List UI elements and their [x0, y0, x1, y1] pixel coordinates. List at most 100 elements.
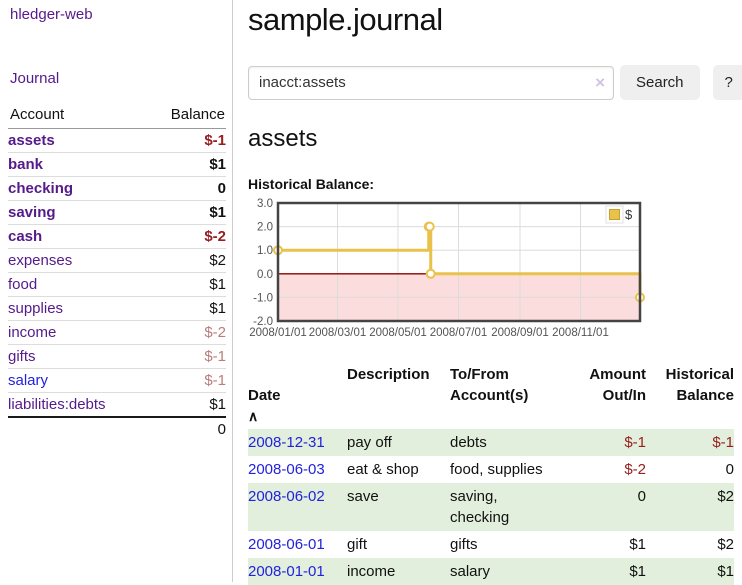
account-link-cash[interactable]: cash [8, 228, 43, 245]
account-row-assets: assets $-1 [8, 128, 226, 153]
svg-text:2008/09/01: 2008/09/01 [491, 327, 549, 339]
account-row-gifts: gifts $-1 [8, 344, 226, 369]
accounts-header-balance: Balance [145, 102, 226, 129]
account-row-liabilities-debts: liabilities:debts $1 [8, 392, 226, 418]
transaction-accounts: saving, checking [450, 488, 510, 526]
register-row: 2008-12-31 pay off debts $-1 $-1 [248, 429, 734, 456]
svg-text:0.0: 0.0 [257, 269, 273, 281]
svg-text:2008/03/01: 2008/03/01 [309, 327, 367, 339]
account-balance: $-2 [145, 320, 226, 345]
account-heading: assets [248, 125, 318, 152]
transaction-date-link[interactable]: 2008-06-03 [248, 461, 325, 478]
account-balance: $1 [145, 152, 226, 177]
sidebar: hledger-web Journal Account Balance asse… [0, 0, 233, 582]
transaction-date-link[interactable]: 2008-01-01 [248, 563, 325, 580]
account-balance: $1 [145, 296, 226, 321]
account-balance: 0 [145, 176, 226, 201]
svg-text:-1.0: -1.0 [253, 292, 273, 304]
account-balance: $-1 [145, 128, 226, 153]
main-content: sample.journal × Search ? assets Histori… [248, 0, 742, 585]
transaction-date-link[interactable]: 2008-06-01 [248, 536, 325, 553]
svg-text:2008/07/01: 2008/07/01 [430, 327, 488, 339]
transaction-balance: $-1 [712, 434, 734, 451]
account-link-income[interactable]: income [8, 324, 57, 341]
sort-ascending-icon: ∧ [248, 408, 259, 424]
account-link-salary[interactable]: salary [8, 372, 49, 389]
transaction-accounts: salary [450, 563, 491, 580]
svg-text:3.0: 3.0 [257, 198, 273, 210]
svg-text:1.0: 1.0 [257, 245, 273, 257]
transaction-accounts: debts [450, 434, 487, 451]
svg-text:2.0: 2.0 [257, 222, 273, 234]
account-row-expenses: expenses $2 [8, 248, 226, 273]
accounts-header-account: Account [8, 102, 146, 129]
transaction-accounts: food, supplies [450, 461, 543, 478]
svg-text:2008/01/01: 2008/01/01 [249, 327, 307, 339]
register-row: 2008-06-02 save saving, checking 0 $2 [248, 483, 734, 531]
account-row-cash: cash $-2 [8, 224, 226, 249]
sidebar-item-journal[interactable]: Journal [10, 70, 60, 87]
accounts-total-value: 0 [145, 416, 226, 441]
account-row-checking: checking 0 [8, 176, 226, 201]
date-header-label: Date [248, 387, 281, 404]
register-header-date[interactable]: Date ∧ [248, 362, 347, 429]
accounts-total-row: 0 [8, 416, 226, 441]
clear-search-icon[interactable]: × [595, 72, 605, 92]
transaction-date-link[interactable]: 2008-06-02 [248, 488, 325, 505]
transaction-amount: 0 [637, 488, 646, 505]
account-row-salary: salary $-1 [8, 368, 226, 393]
transaction-amount: $-2 [624, 461, 646, 478]
transaction-description: save [347, 488, 379, 505]
account-link-assets[interactable]: assets [8, 132, 55, 149]
account-balance: $-2 [145, 224, 226, 249]
register-header-amount: Amount Out/In [589, 366, 646, 404]
transaction-description: income [347, 563, 396, 580]
svg-text:2008/05/01: 2008/05/01 [369, 327, 427, 339]
account-link-food[interactable]: food [8, 276, 38, 293]
register-header-tofrom: To/From Account(s) [450, 366, 529, 404]
account-row-food: food $1 [8, 272, 226, 297]
account-balance: $-1 [145, 344, 226, 369]
page-title: sample.journal [248, 2, 443, 37]
account-balance: $2 [145, 248, 226, 273]
account-row-income: income $-2 [8, 320, 226, 345]
search-button[interactable]: Search [620, 65, 700, 100]
app-title-link[interactable]: hledger-web [10, 6, 93, 23]
account-link-checking[interactable]: checking [8, 180, 74, 197]
register-row: 2008-06-03 eat & shop food, supplies $-2… [248, 456, 734, 483]
help-button[interactable]: ? [712, 65, 742, 100]
accounts-table: Account Balance assets $-1 bank $1 check… [8, 102, 226, 441]
account-balance: $1 [145, 200, 226, 225]
account-row-supplies: supplies $1 [8, 296, 226, 321]
account-balance: $-1 [145, 368, 226, 393]
account-link-bank[interactable]: bank [8, 156, 44, 173]
transaction-balance: $2 [717, 536, 734, 553]
transaction-description: eat & shop [347, 461, 419, 478]
account-link-liabilities-debts[interactable]: liabilities:debts [8, 396, 106, 413]
account-row-saving: saving $1 [8, 200, 226, 225]
transaction-amount: $1 [629, 563, 646, 580]
historical-balance-chart: $3.0 2.0 1.0 0.0 -1.0 -2.0 2008/01/01 2008/03/0… [248, 197, 734, 351]
register-row: 2008-01-01 income salary $1 $1 [248, 558, 734, 585]
search-input[interactable] [248, 65, 614, 100]
transaction-date-link[interactable]: 2008-12-31 [248, 434, 325, 451]
transaction-accounts: gifts [450, 536, 478, 553]
account-link-gifts[interactable]: gifts [8, 348, 36, 365]
chart-title: Historical Balance: [248, 176, 375, 192]
transaction-description: gift [347, 536, 368, 553]
register-table: Date ∧ Description To/From Account(s) Am… [248, 362, 734, 585]
register-row: 2008-06-01 gift gifts $1 $2 [248, 531, 734, 558]
transaction-amount: $1 [629, 536, 646, 553]
transaction-balance: $2 [717, 488, 734, 505]
svg-text:$: $ [625, 207, 633, 222]
transaction-balance: 0 [725, 461, 734, 478]
account-link-expenses[interactable]: expenses [8, 252, 73, 269]
svg-text:2008/11/01: 2008/11/01 [552, 327, 609, 339]
transaction-description: pay off [347, 434, 392, 451]
svg-text:-2.0: -2.0 [253, 316, 273, 328]
register-header-balance: Historical Balance [665, 366, 734, 404]
account-link-saving[interactable]: saving [8, 204, 56, 221]
search-form: × Search ? [248, 65, 742, 100]
transaction-amount: $-1 [624, 434, 646, 451]
account-link-supplies[interactable]: supplies [8, 300, 64, 317]
